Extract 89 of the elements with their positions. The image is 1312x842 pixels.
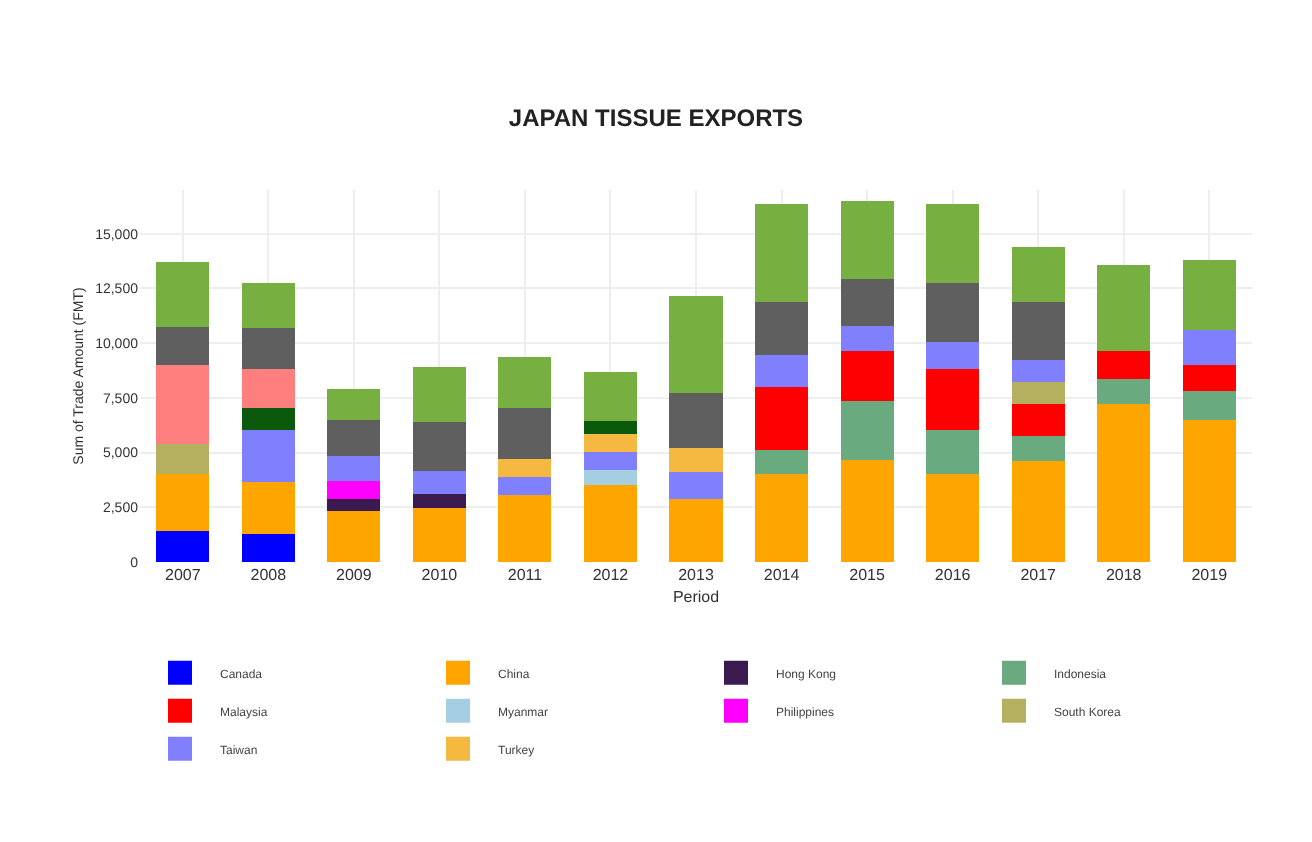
bar — [1011, 404, 1065, 436]
bar — [327, 419, 381, 457]
bar — [1011, 381, 1065, 405]
bar — [1182, 391, 1236, 420]
x-tick-label: 2011 — [507, 566, 544, 584]
bar — [156, 531, 210, 562]
bar — [755, 387, 809, 450]
bar — [241, 407, 295, 431]
bar — [583, 420, 637, 434]
bar — [156, 365, 210, 444]
bar — [583, 371, 637, 421]
bar — [241, 283, 295, 328]
bar — [926, 283, 980, 342]
chart-title: JAPAN TISSUE EXPORTS — [508, 104, 804, 133]
bar — [156, 443, 210, 475]
bar — [241, 534, 295, 562]
bar — [327, 510, 381, 562]
bar — [840, 326, 894, 351]
bar — [583, 484, 637, 562]
x-tick-label: 2009 — [336, 566, 373, 584]
bar — [669, 448, 723, 472]
bar — [926, 474, 980, 562]
x-tick-label: 2014 — [763, 566, 801, 584]
x-tick-label: 2017 — [1020, 566, 1058, 584]
bar — [840, 401, 894, 460]
bar — [498, 476, 552, 496]
bar — [412, 421, 466, 471]
bar — [669, 296, 723, 394]
bar — [1182, 260, 1236, 330]
bar — [669, 471, 723, 499]
bar — [1011, 435, 1065, 462]
x-tick-label: 2015 — [849, 566, 886, 584]
x-tick-label: 2016 — [934, 566, 972, 584]
bar — [498, 357, 552, 408]
bar — [241, 368, 295, 408]
bar — [498, 495, 552, 562]
bar — [327, 480, 381, 499]
bar — [669, 393, 723, 449]
bar — [327, 388, 381, 420]
bar — [1011, 302, 1065, 361]
bar — [156, 261, 210, 327]
bar — [926, 368, 980, 430]
bar — [498, 407, 552, 459]
bar — [412, 508, 466, 562]
bar — [926, 204, 980, 284]
bar — [327, 456, 381, 481]
bar — [1011, 246, 1065, 303]
bar — [755, 354, 809, 388]
bar — [241, 430, 295, 483]
bar — [583, 433, 637, 452]
x-tick-label: 2018 — [1105, 566, 1143, 584]
x-tick-label: 2010 — [421, 566, 459, 584]
bar — [1011, 360, 1065, 382]
bar — [1097, 403, 1151, 562]
bar — [1097, 350, 1151, 380]
bar — [840, 459, 894, 562]
x-tick-label: 2019 — [1191, 566, 1229, 584]
bar — [241, 482, 295, 535]
bar — [241, 327, 295, 369]
bar — [583, 470, 637, 485]
bar — [1182, 419, 1236, 562]
x-tick-label: 2013 — [678, 566, 715, 584]
bar — [156, 326, 210, 366]
bar — [840, 279, 894, 327]
bar — [840, 350, 894, 402]
bar — [498, 458, 552, 477]
bar — [412, 367, 466, 422]
bar — [926, 429, 980, 475]
bar — [156, 474, 210, 532]
bar — [1011, 461, 1065, 562]
bar — [412, 493, 466, 509]
bar — [926, 341, 980, 369]
x-axis-title: Period — [672, 588, 720, 607]
bar — [1097, 379, 1151, 404]
bar — [327, 498, 381, 511]
bar — [1182, 329, 1236, 365]
bar — [1097, 264, 1151, 351]
bar — [755, 474, 809, 562]
bar — [583, 451, 637, 471]
bar — [755, 204, 809, 303]
x-tick-label: 2008 — [250, 566, 288, 584]
bar — [840, 200, 894, 280]
x-tick-label: 2012 — [592, 566, 630, 584]
bar — [412, 470, 466, 494]
x-tick-label: 2007 — [164, 566, 202, 584]
bar — [755, 302, 809, 355]
bar — [669, 498, 723, 562]
bar — [1182, 364, 1236, 392]
bar — [755, 449, 809, 475]
